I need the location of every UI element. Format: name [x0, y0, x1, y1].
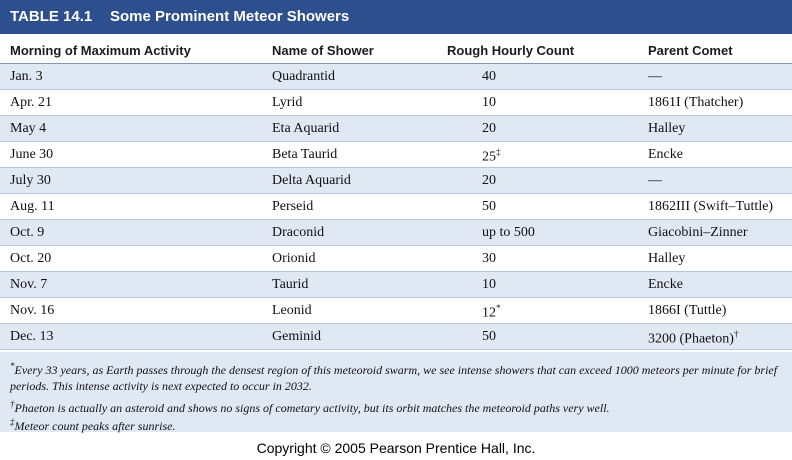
table-cell: Oct. 20: [10, 251, 52, 266]
table-cell: 25‡: [482, 147, 501, 166]
column-header: Morning of Maximum Activity: [10, 43, 191, 58]
table-cell: Draconid: [272, 225, 325, 240]
footnote-text: Meteor count peaks after sunrise.: [14, 419, 176, 433]
table-cell: 3200 (Phaeton)†: [648, 329, 738, 348]
table-cell: Nov. 7: [10, 277, 48, 292]
table-cell: 10: [482, 95, 496, 110]
table-row: Nov. 16 Leonid 12* 1866I (Tuttle): [0, 298, 792, 324]
table-row: May 4 Eta Aquarid 20 Halley: [0, 116, 792, 142]
table-cell: July 30: [10, 173, 51, 188]
table-row: Jan. 3 Quadrantid 40 —: [0, 64, 792, 90]
cell-text: 3200 (Phaeton): [648, 331, 734, 347]
table-cell: 50: [482, 199, 496, 214]
column-header-row: Morning of Maximum Activity Name of Showe…: [0, 36, 792, 64]
table-cell: Giacobini–Zinner: [648, 225, 748, 240]
table-cell: Leonid: [272, 303, 312, 318]
table-cell: May 4: [10, 121, 47, 136]
footnote: *Every 33 years, as Earth passes through…: [10, 358, 780, 394]
table-cell: —: [648, 69, 662, 84]
copyright: Copyright © 2005 Pearson Prentice Hall, …: [256, 440, 536, 456]
table-cell: Taurid: [272, 277, 309, 292]
footnote-text: Phaeton is actually an asteroid and show…: [14, 401, 610, 415]
table-cell: Nov. 16: [10, 303, 55, 318]
column-header: Rough Hourly Count: [447, 43, 575, 58]
table-cell: 30: [482, 251, 496, 266]
table-cell: Perseid: [272, 199, 314, 214]
footnote-mark: *: [496, 303, 501, 313]
table-cell: 1861I (Thatcher): [648, 95, 744, 110]
table-cell: 10: [482, 277, 496, 292]
footnote: †Phaeton is actually an asteroid and sho…: [10, 396, 780, 416]
table-row: Oct. 20 Orionid 30 Halley: [0, 246, 792, 272]
column-header: Name of Shower: [272, 43, 374, 58]
table-cell: Encke: [648, 277, 683, 292]
table-cell: up to 500: [482, 225, 535, 240]
table-cell: Quadrantid: [272, 69, 335, 84]
column-header: Parent Comet: [648, 43, 733, 58]
table-row: Aug. 11 Perseid 50 1862III (Swift–Tuttle): [0, 194, 792, 220]
table-cell: 12*: [482, 303, 501, 322]
table-cell: Geminid: [272, 329, 321, 344]
table-row: July 30 Delta Aquarid 20 —: [0, 168, 792, 194]
footnote: ‡Meteor count peaks after sunrise.: [10, 414, 780, 434]
cell-text: 25: [482, 149, 496, 165]
footnote-text: Every 33 years, as Earth passes through …: [10, 363, 778, 393]
table-cell: 50: [482, 329, 496, 344]
footnote-mark: †: [10, 399, 15, 409]
table-row: June 30 Beta Taurid 25‡ Encke: [0, 142, 792, 168]
table-cell: Orionid: [272, 251, 316, 266]
table-cell: Encke: [648, 147, 683, 162]
table-row: Dec. 13 Geminid 50 3200 (Phaeton)†: [0, 324, 792, 350]
table-cell: Halley: [648, 121, 686, 136]
table-row: Nov. 7 Taurid 10 Encke: [0, 272, 792, 298]
table-cell: Aug. 11: [10, 199, 55, 214]
footnote-mark: †: [733, 329, 739, 339]
table-cell: Oct. 9: [10, 225, 45, 240]
table-cell: 1862III (Swift–Tuttle): [648, 199, 774, 214]
table-cell: June 30: [10, 147, 54, 162]
table-header: TABLE 14.1 Some Prominent Meteor Showers: [0, 0, 792, 34]
table-cell: 20: [482, 121, 496, 136]
table-cell: —: [648, 173, 662, 188]
footnotes: *Every 33 years, as Earth passes through…: [0, 352, 792, 434]
table-cell: Beta Taurid: [272, 147, 338, 162]
table-cell: 1866I (Tuttle): [648, 303, 727, 318]
table-cell: Jan. 3: [10, 69, 43, 84]
table-cell: Dec. 13: [10, 329, 54, 344]
table-label: TABLE 14.1: [10, 8, 93, 25]
table-row: Oct. 9 Draconid up to 500 Giacobini–Zinner: [0, 220, 792, 246]
table-cell: Delta Aquarid: [272, 173, 351, 188]
table-cell: Halley: [648, 251, 686, 266]
table-row: Apr. 21 Lyrid 10 1861I (Thatcher): [0, 90, 792, 116]
table-cell: 40: [482, 69, 496, 84]
footnote-mark: ‡: [10, 417, 15, 427]
table-cell: Apr. 21: [10, 95, 52, 110]
table-cell: Lyrid: [272, 95, 303, 110]
table-cell: 20: [482, 173, 496, 188]
footnote-mark: ‡: [496, 147, 501, 157]
table-title: Some Prominent Meteor Showers: [110, 8, 350, 25]
cell-text: 12: [482, 305, 496, 321]
table-cell: Eta Aquarid: [272, 121, 340, 136]
footnote-mark: *: [10, 361, 15, 371]
